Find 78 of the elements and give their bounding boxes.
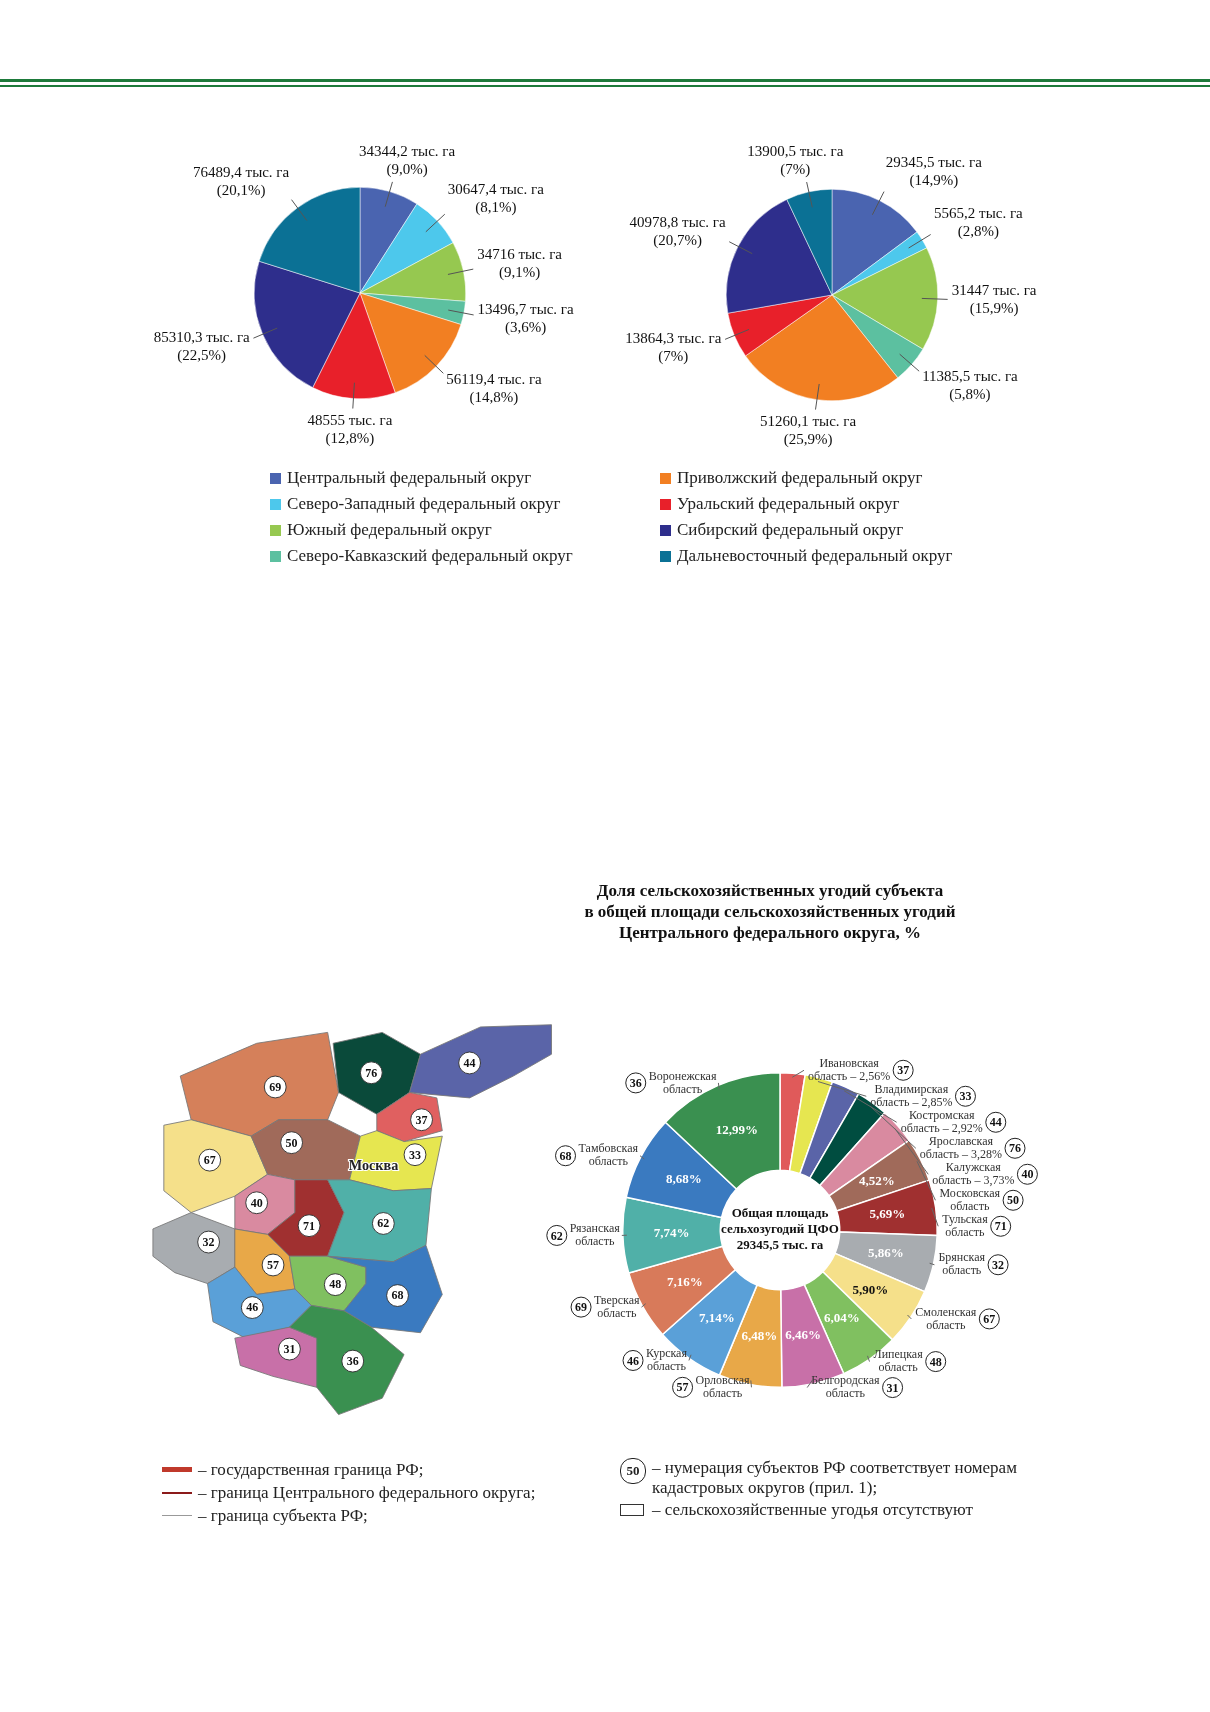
text: 50 [1007, 1193, 1020, 1208]
legend-label: Центральный федеральный округ [287, 468, 532, 488]
slice-label: Курская область [646, 1346, 688, 1374]
data-label: 6,48% [741, 1327, 778, 1343]
data-label: 13496,7 тыс. га (3,6%) [477, 301, 575, 337]
text: 46 [627, 1353, 640, 1368]
legend-label: Южный федеральный округ [287, 520, 492, 540]
slice-label: Белгородская область [811, 1373, 881, 1401]
text: Общая площадь сельхозугодий ЦФО 29345,5 тыс. га [721, 1205, 839, 1253]
data-label: 76489,4 тыс. га (20,1%) [193, 163, 290, 199]
legend-label: Северо-Западный федеральный округ [287, 494, 561, 514]
text: 71 [994, 1219, 1007, 1234]
data-label: 6,04% [824, 1310, 860, 1326]
legend-label: Уральский федеральный округ [677, 494, 900, 514]
slice-label: Костромская область – 2,92% [900, 1107, 983, 1135]
data-label: 6,46% [785, 1327, 822, 1343]
slice-label: Брянская область [938, 1250, 986, 1278]
slice-label: Ярославская область – 3,28% [919, 1133, 1003, 1161]
text: 76 [1009, 1141, 1021, 1156]
slice-label: Орловская область [695, 1372, 750, 1400]
data-label: 56119,4 тыс. га (14,8%) [446, 370, 543, 406]
text: – нумерация субъектов РФ соответствует номерам кадастровых округов (прил. 1); [652, 1458, 1018, 1498]
slice-label: Рязанская область [569, 1221, 621, 1249]
text: 67 [983, 1312, 996, 1326]
legend-label: Приволжский федеральный округ [677, 468, 923, 488]
data-label: 5,86% [868, 1244, 904, 1260]
data-label: 7,74% [653, 1225, 690, 1241]
data-label: 13864,3 тыс. га (7%) [625, 329, 722, 365]
data-label: 48555 тыс. га (12,8%) [307, 412, 393, 448]
data-label: 5,90% [852, 1281, 889, 1297]
slice-label: Владимирская область – 2,85% [870, 1081, 953, 1109]
data-label: 4,52% [859, 1172, 895, 1188]
data-label: 31447 тыс. га (15,9%) [951, 282, 1037, 318]
data-label: 51260,1 тыс. га (25,9%) [760, 413, 857, 449]
text: – граница Центрального федерального округа; [198, 1482, 536, 1503]
data-label: 29345,5 тыс. га (14,9%) [885, 153, 983, 189]
text: – сельскохозяйственные угодья отсутствуют [652, 1500, 973, 1520]
data-label: 34344,2 тыс. га (9,0%) [358, 142, 456, 178]
slice-label: Тверская область [594, 1292, 640, 1320]
data-label: 12,99% [715, 1121, 759, 1137]
data-label: 7,16% [667, 1273, 703, 1289]
data-label: 30647,4 тыс. га (8,1%) [447, 181, 545, 217]
slice-label: Воронежская область [648, 1068, 717, 1096]
slice-label: Московская область [939, 1185, 1001, 1213]
chart-title: Доля сельскохозяйственных угодий субъекта в общей площади сельскохозяйственных угодий Центрального федерального округа, % [583, 880, 957, 943]
text: – государственная граница РФ; [198, 1459, 424, 1480]
slice-label: Смоленская область [915, 1304, 977, 1332]
legend-label: Сибирский федеральный округ [677, 520, 904, 540]
data-label: 11385,5 тыс. га (5,8%) [922, 367, 1019, 403]
text: 62 [550, 1228, 563, 1243]
slice-label: Липецкая область [873, 1347, 924, 1375]
data-label: 13900,5 тыс. га (7%) [747, 142, 844, 178]
text: 33 [959, 1089, 972, 1104]
slice-label: Ивановская область – 2,56% [807, 1055, 891, 1083]
text: – граница субъекта РФ; [198, 1505, 368, 1526]
text: 44 [989, 1115, 1002, 1130]
text: 57 [676, 1380, 689, 1395]
data-label: 5,69% [869, 1205, 906, 1221]
data-label: 34716 тыс. га (9,1%) [477, 246, 563, 282]
text: 69 [575, 1300, 588, 1315]
text: 31 [886, 1380, 899, 1395]
text: 40 [1021, 1167, 1034, 1182]
data-label: 7,14% [699, 1309, 735, 1325]
text: 68 [559, 1148, 572, 1163]
text: 37 [897, 1063, 910, 1078]
text: 50 [620, 1458, 646, 1484]
slice-label: Тульская область [942, 1211, 989, 1239]
data-label: 85310,3 тыс. га (22,5%) [153, 328, 251, 364]
text: 32 [992, 1257, 1005, 1272]
text: 36 [629, 1076, 642, 1090]
data-label: 40978,8 тыс. га (20,7%) [629, 213, 727, 249]
slice-label: Калужская область – 3,73% [932, 1159, 1015, 1187]
legend-label: Дальневосточный федеральный округ [677, 546, 953, 566]
data-label: 5565,2 тыс. га (2,8%) [934, 204, 1024, 240]
slice-label: Тамбовская область [578, 1141, 639, 1169]
data-label: 8,68% [665, 1171, 702, 1187]
text: 48 [929, 1354, 942, 1369]
legend-label: Северо-Кавказский федеральный округ [287, 546, 573, 566]
